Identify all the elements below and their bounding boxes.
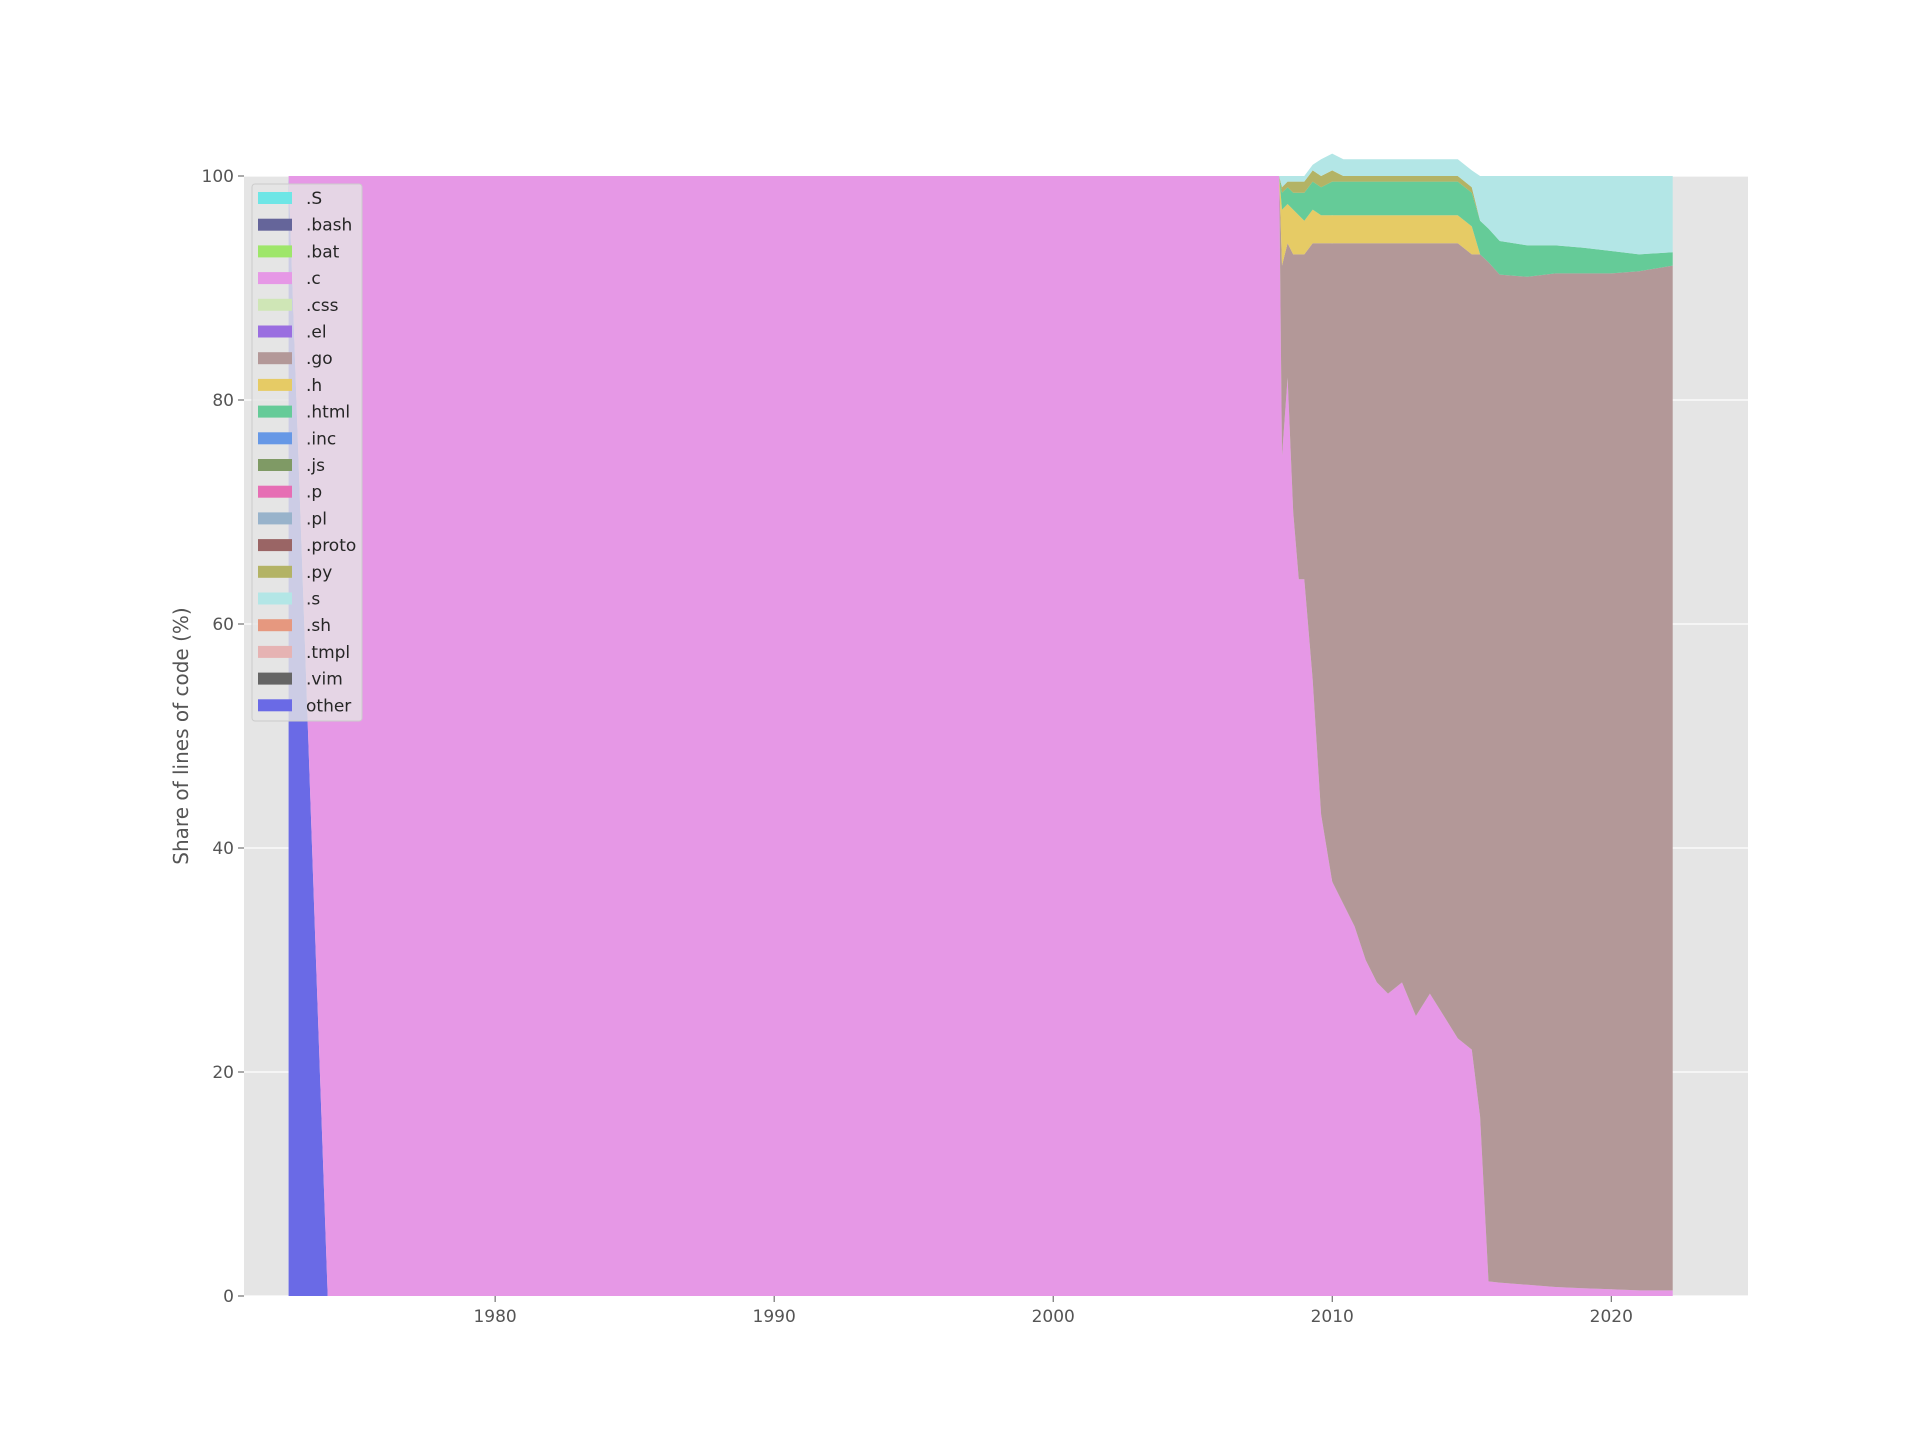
legend-label: .js bbox=[306, 456, 325, 476]
legend-label: .inc bbox=[306, 429, 336, 449]
legend-swatch bbox=[258, 512, 292, 525]
y-tick-label: 100 bbox=[202, 167, 234, 187]
legend-swatch bbox=[258, 352, 292, 365]
legend-label: .el bbox=[306, 323, 327, 343]
legend-label: .go bbox=[306, 349, 333, 369]
area-h bbox=[288, 176, 1673, 277]
y-tick-label: 80 bbox=[212, 391, 234, 411]
legend-swatch bbox=[258, 592, 292, 605]
legend-label: .css bbox=[306, 296, 339, 316]
x-axis-ticks: 1980 1990 2000 2010 2020 bbox=[473, 1296, 1633, 1327]
legend-swatch bbox=[258, 699, 292, 712]
legend-label: other bbox=[306, 696, 351, 716]
legend-swatch bbox=[258, 459, 292, 471]
x-tick-label: 1990 bbox=[753, 1307, 796, 1327]
legend-label: .html bbox=[306, 403, 350, 423]
legend-label: .sh bbox=[306, 616, 331, 636]
legend-swatch bbox=[258, 619, 292, 632]
area-html bbox=[288, 176, 1673, 277]
legend-swatch bbox=[258, 485, 292, 498]
legend-swatch bbox=[258, 192, 292, 204]
legend-label: .bat bbox=[306, 242, 340, 262]
x-tick-label: 2010 bbox=[1311, 1307, 1354, 1327]
legend-swatch bbox=[258, 672, 292, 685]
legend-label: .proto bbox=[306, 536, 356, 556]
x-tick-label: 1980 bbox=[473, 1307, 516, 1327]
legend-swatch bbox=[258, 272, 292, 285]
legend-label: .vim bbox=[306, 670, 343, 690]
legend-swatch bbox=[258, 298, 292, 311]
legend: .S .bash .bat .c .css .el .go .h .html .inc .js .p.… bbox=[251, 183, 363, 722]
y-tick-label: 60 bbox=[212, 615, 234, 635]
y-tick-label: 0 bbox=[223, 1287, 234, 1307]
legend-label: .S bbox=[306, 189, 322, 209]
legend-label: .py bbox=[306, 563, 332, 583]
legend-swatch bbox=[258, 245, 292, 258]
legend-label: .tmpl bbox=[306, 643, 350, 663]
legend-swatch bbox=[258, 378, 292, 391]
legend-label: .p bbox=[306, 483, 322, 503]
legend-swatch bbox=[258, 405, 292, 418]
x-tick-label: 2020 bbox=[1590, 1307, 1633, 1327]
legend-swatch bbox=[258, 325, 292, 338]
legend-swatch bbox=[258, 432, 292, 445]
area-c bbox=[288, 176, 1673, 1296]
area-series bbox=[288, 153, 1673, 1296]
x-tick-label: 2000 bbox=[1032, 1307, 1075, 1327]
legend-swatch bbox=[258, 565, 292, 578]
legend-swatch bbox=[258, 645, 292, 658]
y-axis-ticks: 0 20 40 60 80 100 bbox=[202, 167, 244, 1307]
y-axis-title: Share of lines of code (%) bbox=[169, 607, 193, 864]
area-s bbox=[288, 153, 1673, 255]
legend-swatch bbox=[258, 218, 292, 231]
legend-frame bbox=[251, 183, 363, 722]
legend-label: .s bbox=[306, 590, 320, 610]
legend-label: .bash bbox=[306, 216, 352, 236]
legend-label: .h bbox=[306, 376, 322, 396]
y-tick-label: 20 bbox=[212, 1063, 234, 1083]
legend-label: .c bbox=[306, 269, 321, 289]
y-tick-label: 40 bbox=[212, 839, 234, 859]
legend-label: .pl bbox=[306, 509, 327, 529]
area-go bbox=[288, 176, 1673, 1291]
legend-swatch bbox=[258, 539, 292, 552]
